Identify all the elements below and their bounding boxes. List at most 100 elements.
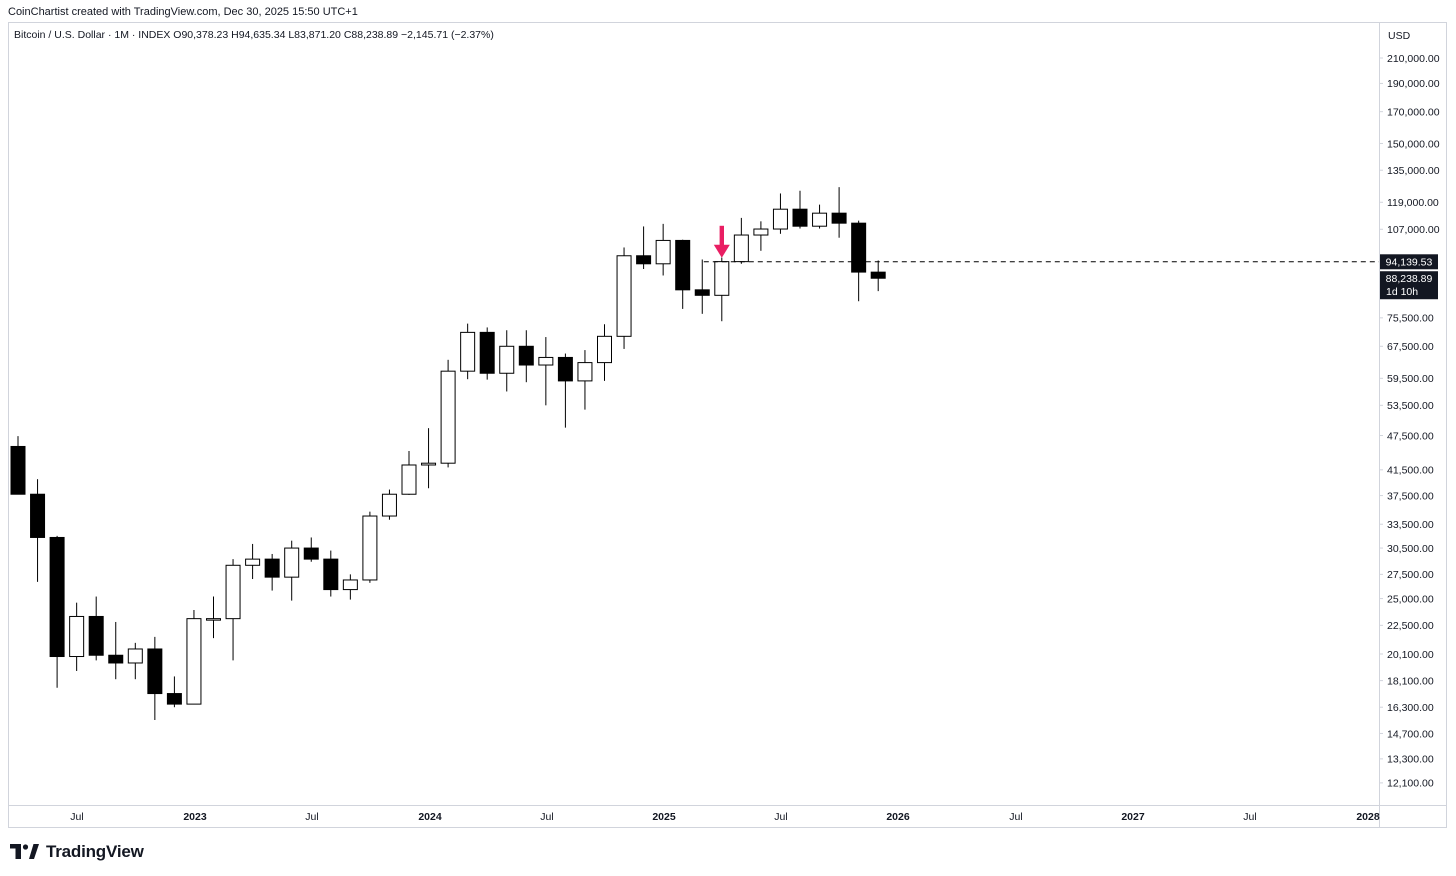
- bearish-candle-body: [557, 356, 573, 382]
- bearish-candle-body: [518, 345, 534, 366]
- bullish-candle-body: [69, 615, 85, 658]
- currency-label[interactable]: USD: [1388, 30, 1411, 42]
- tradingview-logo[interactable]: TradingView: [10, 842, 144, 861]
- bullish-candle-body: [245, 558, 261, 566]
- price-tick-label: 14,700.00: [1387, 728, 1434, 740]
- time-axis-label: 2025: [652, 811, 676, 823]
- level-label-box: [1380, 254, 1438, 270]
- time-ticks: Jul 2023 Jul 2024 Jul 2025 Jul 2026 Jul 2027 Jul 20…: [70, 811, 1380, 823]
- price-tick-label: 150,000.00: [1387, 138, 1440, 150]
- bullish-candle-body: [284, 547, 300, 578]
- bullish-candle-body: [577, 362, 593, 382]
- time-axis-label: Jul: [540, 811, 553, 823]
- bearish-candle-body: [30, 493, 46, 538]
- bullish-candle-body: [342, 579, 358, 591]
- bullish-candle-body: [714, 261, 730, 296]
- price-tick-label: 170,000.00: [1387, 106, 1440, 118]
- price-tick-label: 59,500.00: [1387, 373, 1434, 385]
- bullish-candle-body: [733, 234, 749, 263]
- price-tick-label: 16,300.00: [1387, 702, 1434, 714]
- last-price-box: [1380, 271, 1438, 300]
- open-value: O90,378.23: [173, 29, 229, 41]
- bullish-candle-body: [753, 228, 769, 236]
- chart-credit: CoinChartist created with TradingView.co…: [8, 6, 358, 18]
- bearish-candle-body: [792, 208, 808, 227]
- bearish-candle-body: [264, 558, 280, 578]
- price-tick-label: 67,500.00: [1387, 341, 1434, 353]
- candles-group: [10, 187, 886, 720]
- bearish-candle-body: [831, 212, 847, 224]
- bearish-candle-body: [636, 255, 652, 265]
- logo-text: TradingView: [46, 842, 144, 861]
- price-tick-label: 12,100.00: [1387, 778, 1434, 790]
- bullish-candle-body: [206, 618, 221, 621]
- price-tick-label: 13,300.00: [1387, 754, 1434, 766]
- price-tick-label: 25,000.00: [1387, 593, 1434, 605]
- last-price-label: 88,238.89: [1386, 273, 1433, 285]
- price-tick-label: 210,000.00: [1387, 53, 1440, 65]
- price-tick-label: 190,000.00: [1387, 78, 1440, 90]
- time-axis-label: 2023: [183, 811, 207, 823]
- low-value: L83,871.20: [288, 29, 341, 41]
- bearish-candle-body: [323, 558, 339, 591]
- bearish-candle-body: [675, 239, 691, 291]
- bearish-candle-body: [147, 648, 163, 695]
- price-tick-label: 30,500.00: [1387, 543, 1434, 555]
- bearish-candle-body: [479, 331, 495, 374]
- price-tick-label: 53,500.00: [1387, 400, 1434, 412]
- bearish-candle-body: [166, 693, 182, 705]
- bullish-candle-body: [812, 212, 828, 227]
- time-axis-label: Jul: [305, 811, 318, 823]
- arrow-shaft: [719, 225, 724, 246]
- time-axis-label: Jul: [1009, 811, 1022, 823]
- bearish-candle-body: [10, 445, 26, 495]
- time-axis-label: 2026: [886, 811, 910, 823]
- level-label: 94,139.53: [1386, 257, 1433, 269]
- close-value: C88,238.89: [343, 29, 399, 41]
- bullish-candle-body: [421, 462, 437, 466]
- price-tick-label: 27,500.00: [1387, 569, 1434, 581]
- change-value: −2,145.71 (−2.37%): [401, 29, 494, 41]
- bearish-candle-body: [303, 547, 319, 560]
- price-tick-label: 33,500.00: [1387, 519, 1434, 531]
- bearish-candle-body: [851, 222, 867, 273]
- bullish-candle-body: [401, 464, 417, 495]
- bullish-candle-body: [655, 239, 671, 265]
- bullish-candle-body: [772, 208, 788, 230]
- bearish-candle-body: [108, 654, 124, 664]
- time-axis-label: 2028: [1356, 811, 1380, 823]
- bearish-candle-body: [870, 271, 886, 279]
- time-axis-label: Jul: [1243, 811, 1256, 823]
- bullish-candle-body: [127, 648, 143, 664]
- bullish-candle-body: [616, 255, 632, 337]
- bullish-candle-body: [460, 331, 476, 372]
- bullish-candle-body: [499, 345, 515, 374]
- price-ticks: 210,000.00 190,000.00 170,000.00 150,000.00…: [1379, 53, 1440, 790]
- price-tick-label: 41,500.00: [1387, 465, 1434, 477]
- price-tick-label: 18,100.00: [1387, 675, 1434, 687]
- countdown-label: 1d 10h: [1386, 286, 1418, 298]
- bullish-candle-body: [597, 335, 612, 364]
- price-tick-label: 135,000.00: [1387, 165, 1440, 177]
- price-tick-label: 37,500.00: [1387, 490, 1434, 502]
- high-value: H94,635.34: [231, 29, 286, 41]
- price-tick-label: 119,000.00: [1387, 197, 1439, 209]
- price-tick-label: 75,500.00: [1387, 313, 1434, 325]
- bearish-candle-body: [694, 289, 710, 296]
- price-tick-label: 22,500.00: [1387, 620, 1434, 632]
- bullish-candle-body: [225, 564, 241, 620]
- tradingview-logo-icon: [10, 844, 39, 859]
- bullish-candle-body: [362, 515, 378, 581]
- time-axis-label: 2024: [418, 811, 442, 823]
- time-axis-label: Jul: [70, 811, 83, 823]
- bullish-candle-body: [186, 618, 202, 705]
- bearish-candle-body: [88, 615, 104, 656]
- down-arrow-icon: [713, 244, 730, 258]
- time-axis-label: 2027: [1121, 811, 1145, 823]
- price-tick-label: 20,100.00: [1387, 649, 1434, 661]
- price-tick-label: 47,500.00: [1387, 430, 1434, 442]
- bearish-candle-body: [49, 536, 65, 658]
- symbol-label[interactable]: Bitcoin / U.S. Dollar · 1M · INDEX: [14, 29, 171, 41]
- bullish-candle-body: [381, 493, 397, 517]
